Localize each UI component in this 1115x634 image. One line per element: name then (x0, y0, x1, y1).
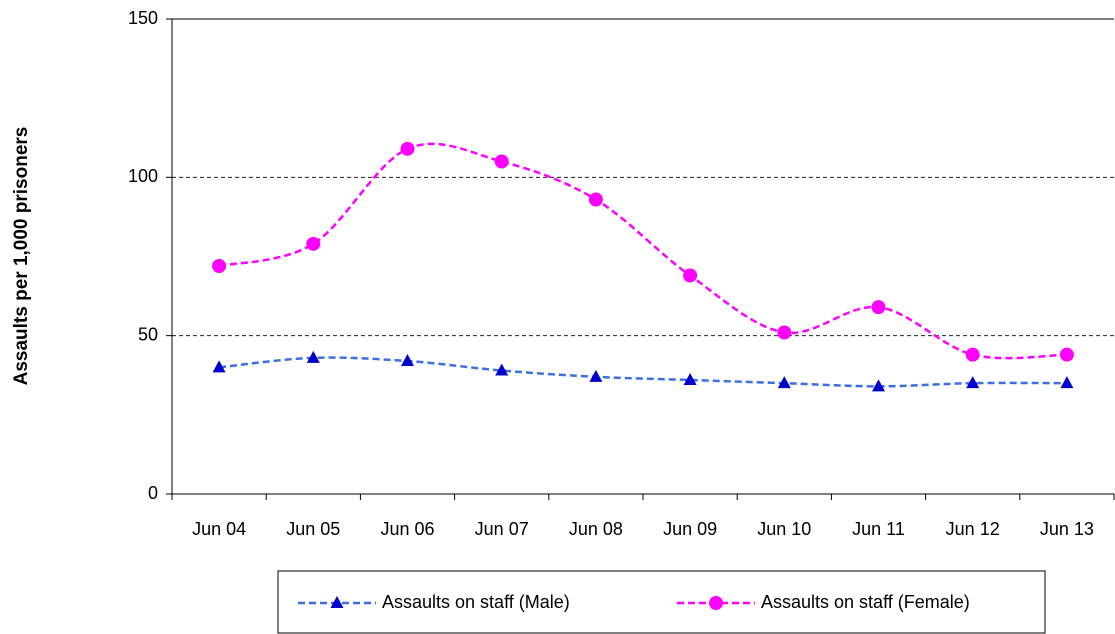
y-axis-label: Assaults per 1,000 prisoners (11, 127, 32, 386)
marker (212, 360, 226, 373)
marker (777, 325, 792, 340)
legend-marker (330, 596, 344, 608)
marker (494, 154, 509, 169)
marker (401, 354, 414, 366)
marker (495, 363, 509, 376)
x-tick-label: Jun 13 (1040, 519, 1094, 539)
marker (965, 347, 980, 362)
series-line (218, 356, 1067, 388)
y-tick-label: 0 (148, 483, 158, 503)
marker (872, 379, 885, 392)
y-tick-label: 50 (138, 324, 158, 344)
marker (683, 268, 698, 283)
series-line (218, 142, 1067, 360)
x-tick-label: Jun 07 (475, 519, 529, 539)
marker (588, 192, 603, 207)
x-tick-label: Jun 05 (286, 519, 340, 539)
x-tick-label: Jun 04 (192, 519, 246, 539)
x-tick-label: Jun 10 (757, 519, 811, 539)
marker (871, 300, 886, 315)
marker (589, 369, 603, 382)
marker (212, 259, 227, 273)
marker (306, 350, 320, 363)
x-tick-label: Jun 12 (946, 519, 1000, 539)
marker (966, 376, 980, 389)
x-tick-label: Jun 06 (380, 519, 434, 539)
y-tick-label: 150 (128, 8, 158, 28)
x-tick-label: Jun 09 (663, 519, 717, 539)
x-tick-label: Jun 11 (852, 519, 905, 539)
marker (1060, 376, 1074, 389)
legend-box (277, 570, 1046, 634)
marker (683, 373, 697, 385)
marker (777, 376, 791, 389)
legend-label: Assaults on staff (Male) (382, 592, 570, 612)
marker (400, 141, 415, 156)
y-tick-label: 100 (128, 166, 158, 186)
x-tick-label: Jun 08 (569, 519, 623, 539)
marker (306, 236, 321, 251)
legend-label: Assaults on staff (Female) (761, 592, 970, 612)
marker (1059, 347, 1074, 362)
legend-marker (709, 596, 723, 610)
